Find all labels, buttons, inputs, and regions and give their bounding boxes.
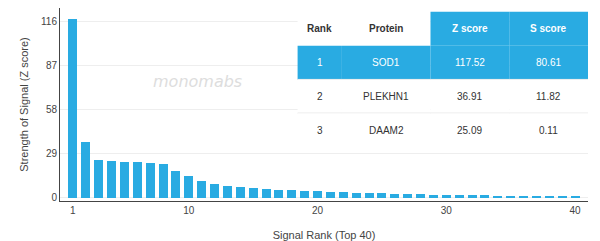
svg-text:30: 30: [441, 205, 453, 216]
svg-text:3: 3: [317, 125, 323, 136]
svg-text:1: 1: [317, 57, 323, 68]
svg-text:40: 40: [570, 205, 582, 216]
svg-text:0: 0: [51, 192, 57, 203]
svg-text:20: 20: [312, 205, 324, 216]
svg-text:117.52: 117.52: [455, 57, 485, 68]
svg-text:80.61: 80.61: [536, 57, 561, 68]
svg-text:10: 10: [183, 205, 195, 216]
svg-text:58: 58: [46, 104, 58, 115]
svg-text:monomabs: monomabs: [153, 72, 242, 91]
svg-text:87: 87: [46, 60, 58, 71]
svg-text:29: 29: [46, 148, 58, 159]
svg-text:Protein: Protein: [369, 23, 403, 34]
svg-text:SOD1: SOD1: [372, 57, 400, 68]
svg-text:1: 1: [70, 205, 76, 216]
svg-text:Strength of Signal (Z score): Strength of Signal (Z score): [18, 37, 30, 172]
svg-text:36.91: 36.91: [457, 91, 482, 102]
svg-text:PLEKHN1: PLEKHN1: [363, 91, 409, 102]
svg-text:25.09: 25.09: [457, 125, 482, 136]
svg-text:Signal Rank (Top 40): Signal Rank (Top 40): [273, 229, 376, 241]
svg-text:Rank: Rank: [307, 23, 332, 34]
svg-text:0.11: 0.11: [539, 125, 558, 136]
svg-text:11.82: 11.82: [536, 91, 561, 102]
svg-text:2: 2: [317, 91, 323, 102]
svg-text:Z score: Z score: [452, 23, 488, 34]
svg-text:S score: S score: [530, 23, 567, 34]
svg-text:DAAM2: DAAM2: [369, 125, 404, 136]
svg-text:116: 116: [41, 16, 57, 27]
